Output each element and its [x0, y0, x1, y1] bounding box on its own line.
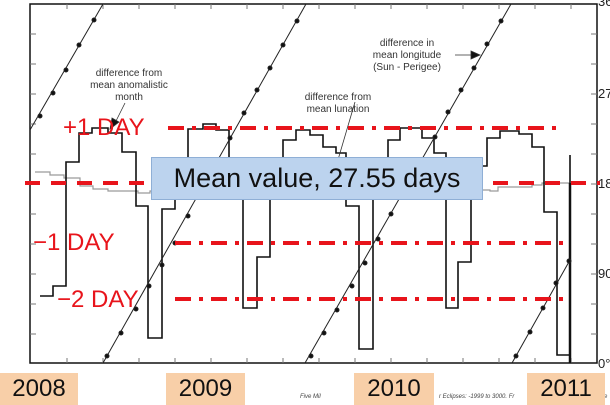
right-axis-label-180: 180°	[598, 176, 610, 191]
lunation-annotation-line2: mean lunation	[306, 104, 370, 115]
lunation-annotation-line1: difference from	[304, 92, 372, 103]
longitude-annotation: difference in mean longitude (Sun - Peri…	[367, 38, 447, 74]
source-caption-left: Five Mil	[300, 394, 321, 400]
right-axis-label-90: 90°	[598, 266, 610, 281]
reference-lines	[25, 126, 600, 301]
lunation-annotation: difference from mean lunation	[298, 92, 378, 116]
anomalistic-step-line	[40, 123, 571, 356]
minus-two-day-label: −2 DAY	[57, 286, 139, 313]
right-axis-ticks	[591, 33, 597, 335]
anomalistic-annotation-line1: difference from	[95, 68, 163, 79]
anomalistic-annotation: difference from mean anomalistic month	[84, 68, 174, 104]
annotation-leaders	[109, 50, 481, 171]
longitude-annotation-line3: (Sun - Perigee)	[373, 62, 441, 73]
year-label-2010: 2010	[354, 373, 434, 405]
longitude-annotation-line2: mean longitude	[372, 50, 442, 61]
longitude-annotation-line1: difference in	[379, 38, 435, 49]
anomalistic-annotation-line2: mean anomalistic	[90, 80, 168, 91]
source-caption-right: e	[604, 394, 608, 400]
right-axis-label-270: 270°	[598, 86, 610, 101]
left-axis-ticks	[30, 33, 36, 335]
minus-one-day-label: −1 DAY	[33, 229, 115, 256]
anomalistic-annotation-line3: month	[115, 92, 143, 103]
year-label-2009: 2009	[166, 373, 245, 405]
longitude-diagonals	[29, 3, 572, 364]
right-axis-label-0: 0°	[598, 356, 610, 371]
source-caption-mid: r Eclipses: -1999 to 3000. Fr	[439, 394, 515, 400]
mean-value-box: Mean value, 27.55 days	[151, 157, 483, 200]
year-label-2011: 2011	[527, 373, 605, 405]
plus-one-day-label: +1 DAY	[63, 114, 145, 141]
right-axis-label-360: 360°	[598, 0, 610, 9]
year-label-2008: 2008	[0, 373, 78, 405]
